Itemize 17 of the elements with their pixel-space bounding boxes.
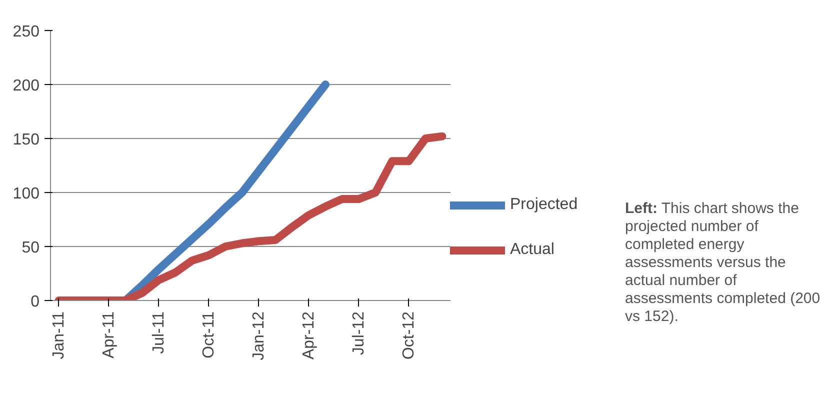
x-tick-label: Apr-11: [100, 311, 118, 358]
y-tick-label: 50: [22, 240, 40, 256]
text: Left: This chart shows the projected number of completed energy assessments versus the actual number of assessments completed (200 vs 152).: [625, 200, 822, 326]
y-tick-label: 0: [30, 294, 40, 310]
legend-label: Projected: [510, 196, 578, 214]
x-tick-label: Oct-11: [200, 311, 218, 358]
y-tick-label: 200: [12, 78, 40, 94]
x-tick-label: Oct-12: [400, 311, 418, 360]
x-tick-label: Jul-11: [150, 311, 168, 354]
x-tick-label: Apr-12: [300, 311, 318, 360]
y-tick-label: 150: [12, 132, 40, 148]
y-tick-label: 250: [12, 24, 40, 40]
y-tick-label: 100: [12, 186, 40, 202]
x-tick-label: Jan-12: [250, 311, 268, 360]
x-tick-label: Jan-11: [50, 311, 68, 360]
x-tick-label: Jul-12: [350, 311, 368, 356]
legend-label: Actual: [510, 241, 554, 259]
